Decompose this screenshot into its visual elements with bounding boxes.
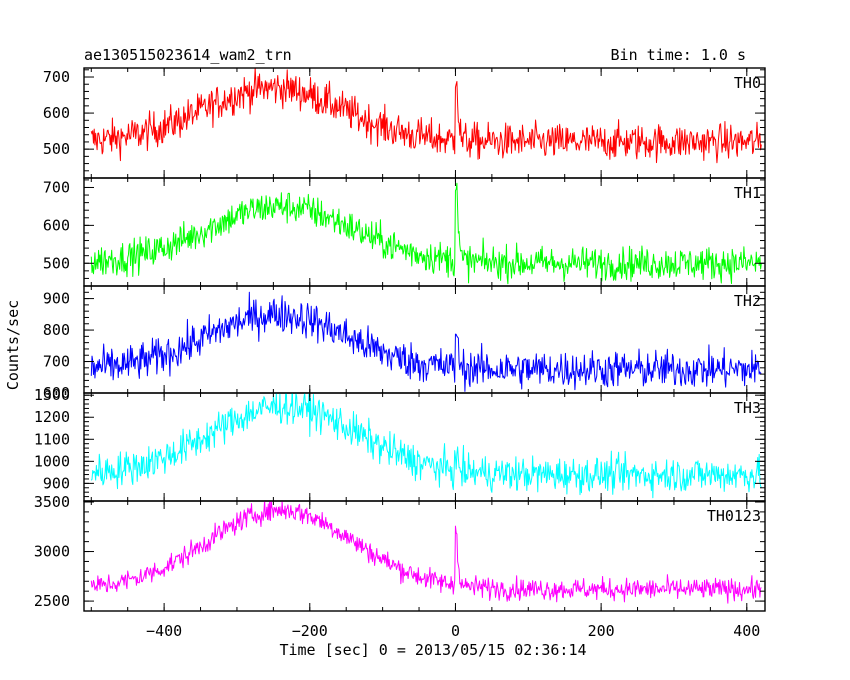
y-tick-label: 500 (43, 254, 70, 272)
panel-th3: 900 1000 1100 1200 1300 TH3 (34, 386, 766, 502)
y-tick-label: 3500 (34, 493, 70, 511)
y-tick-label: 1100 (34, 430, 70, 448)
panel-th0123: 2500 3000 3500 TH0123 (34, 493, 766, 612)
x-tick-label: 400 (733, 622, 760, 640)
y-tick-label: 900 (43, 474, 70, 492)
y-tick-label: 500 (43, 140, 70, 158)
y-axis-label: Counts/sec (4, 300, 22, 390)
series-th1-line (90, 182, 762, 285)
panel-label: TH2 (734, 292, 761, 310)
panel-th2: 600 700 800 900 TH2 (43, 285, 766, 402)
y-tick-label: 1200 (34, 408, 70, 426)
y-tick-label: 800 (43, 321, 70, 339)
y-tick-label: 700 (43, 68, 70, 86)
panel-label: TH1 (734, 184, 761, 202)
series-th3-line (90, 393, 762, 499)
y-tick-label: 600 (43, 216, 70, 234)
panel-th1: 500 600 700 TH1 (43, 177, 766, 287)
y-tick-label: 1000 (34, 452, 70, 470)
y-tick-label: 2500 (34, 592, 70, 610)
y-tick-label: 700 (43, 178, 70, 196)
y-tick-label: 900 (43, 290, 70, 308)
panel-label: TH0 (734, 74, 761, 92)
x-tick-label: −400 (146, 622, 182, 640)
y-tick-label: 3000 (34, 543, 70, 561)
y-tick-label: 600 (43, 384, 70, 402)
panel-label: TH0123 (707, 507, 761, 525)
series-th2-line (90, 291, 762, 392)
y-tick-label: 1300 (34, 386, 70, 404)
x-tick-label: −200 (292, 622, 328, 640)
x-axis-label: Time [sec] 0 = 2013/05/15 02:36:14 (279, 641, 586, 659)
y-tick-label: 600 (43, 104, 70, 122)
figure-title: ae130515023614_wam2_trn (84, 46, 292, 64)
series-th0-line (90, 68, 762, 164)
panel-label: TH3 (734, 399, 761, 417)
series-th0123-line (90, 501, 762, 604)
x-tick-label: 200 (588, 622, 615, 640)
panel-frame (83, 500, 766, 612)
bin-time-label: Bin time: 1.0 s (611, 46, 746, 64)
x-axis: −400 −200 0 200 400 (146, 622, 760, 640)
x-tick-label: 0 (451, 622, 460, 640)
y-tick-label: 700 (43, 353, 70, 371)
panels-group: 500 600 700 TH0 500 600 700 TH1 600 700 800 900 TH2 9… (34, 67, 766, 612)
panel-th0: 500 600 700 TH0 (43, 67, 766, 179)
